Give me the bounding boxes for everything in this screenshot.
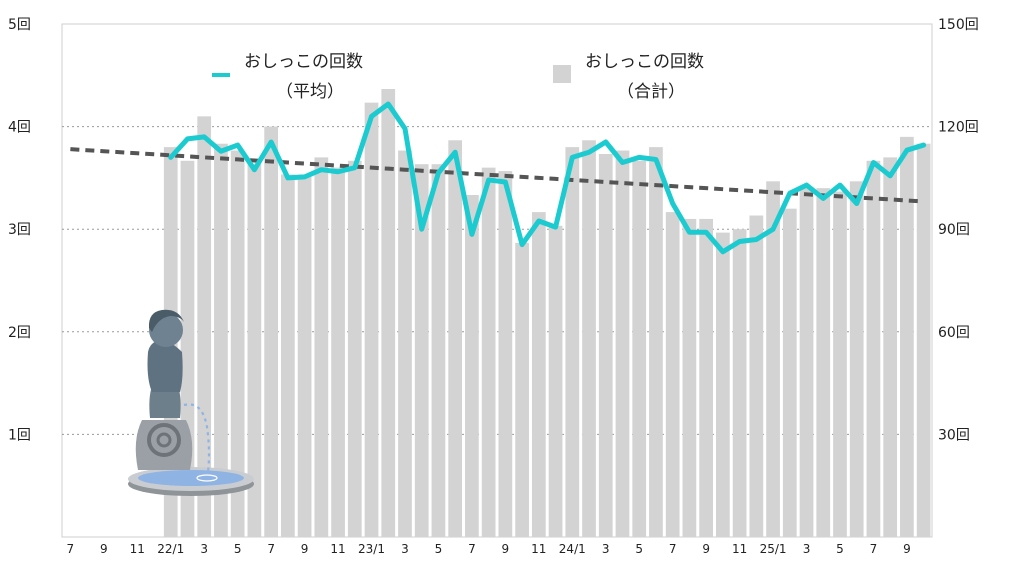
bar [632,160,647,538]
x-tick-label: 3 [602,542,610,556]
legend-total-swatch [553,65,571,83]
bar [314,157,329,537]
bar [615,150,630,538]
x-tick-label: 9 [100,542,108,556]
bar [883,157,898,537]
bar [582,140,596,537]
x-tick-label: 7 [669,542,677,556]
average-line [168,101,927,255]
x-tick-label: 9 [502,542,510,556]
bar [281,174,295,538]
x-tick-label: 7 [870,542,878,556]
bar [197,116,212,537]
bar [381,88,396,537]
y-left-tick-label: 3回 [8,222,31,238]
x-tick-label: 5 [234,542,242,556]
bar [448,140,463,537]
y-right-tick-label: 120回 [938,120,979,136]
trend-series [70,147,924,204]
x-tick-label: 11 [130,542,145,556]
x-tick-label: 3 [200,542,208,556]
legend-average-line2: （平均） [276,82,344,102]
y-axis-left: 1回 2回 3回 4回 5回 [8,17,31,443]
y-right-tick-label: 30回 [938,427,970,443]
bar [331,167,345,537]
x-tick-label: 7 [468,542,476,556]
bar [364,102,379,537]
bar [481,167,496,537]
y-left-tick-label: 2回 [8,325,31,341]
bar [515,242,529,537]
x-tick-label: 7 [267,542,275,556]
bar [247,164,262,537]
bar [716,232,730,537]
y-left-tick-label: 1回 [8,427,31,443]
bar [866,160,881,538]
bar [598,153,613,537]
legend-average: おしっこの回数 （平均） [212,52,363,102]
x-tick-label: 9 [301,542,309,556]
y-right-tick-label: 150回 [938,17,979,33]
bar [531,212,546,537]
trend-line [70,147,924,204]
bar [732,229,747,537]
bar [414,164,429,537]
x-tick-label: 23/1 [358,542,385,556]
legend-total-line1: おしっこの回数 [585,52,704,72]
x-tick-label: 3 [803,542,811,556]
x-tick-label: 11 [330,542,345,556]
x-tick-label: 9 [903,542,911,556]
bar [699,218,713,537]
bar [465,195,479,537]
bar [665,212,680,537]
x-tick-label: 3 [401,542,409,556]
x-tick-label: 11 [531,542,546,556]
bar [799,188,814,537]
legend-total-line2: （合計） [617,82,685,102]
bar [431,164,446,537]
bar [916,143,931,537]
bar [548,225,563,537]
bar [849,181,864,537]
x-tick-label: 5 [435,542,443,556]
x-tick-label: 25/1 [760,542,787,556]
x-axis: 7 9 11 22/1 3 5 7 9 11 23/1 3 5 7 9 11 24/1 3 5 7 9 11 25/1 3 5… [67,542,911,556]
x-tick-label: 9 [702,542,710,556]
bar [766,181,780,537]
x-tick-label: 24/1 [559,542,586,556]
bar [347,160,362,538]
legend-total: おしっこの回数 （合計） [553,52,704,102]
bar [782,208,797,537]
bar [264,126,278,537]
legend-average-line1: おしっこの回数 [244,52,363,72]
bar [833,191,847,537]
y-left-tick-label: 5回 [8,17,31,33]
bar [297,174,312,538]
bar [498,171,513,537]
average-line-series [168,101,927,255]
bar [749,215,764,537]
x-tick-label: 22/1 [157,542,184,556]
x-tick-label: 5 [635,542,643,556]
bar [565,147,580,537]
y-right-tick-label: 90回 [938,222,970,238]
y-axis-right: 30回 60回 90回 120回 150回 [938,17,979,443]
bar [398,150,412,538]
bar [816,188,831,537]
bar [230,150,245,538]
bar [649,147,663,537]
x-tick-label: 5 [836,542,844,556]
x-tick-label: 11 [732,542,747,556]
bar [900,136,914,538]
bar [214,143,228,537]
bar [682,218,697,537]
y-right-tick-label: 60回 [938,325,970,341]
x-tick-label: 7 [67,542,75,556]
fountain-statue-illustration [128,309,254,496]
y-left-tick-label: 4回 [8,120,31,136]
